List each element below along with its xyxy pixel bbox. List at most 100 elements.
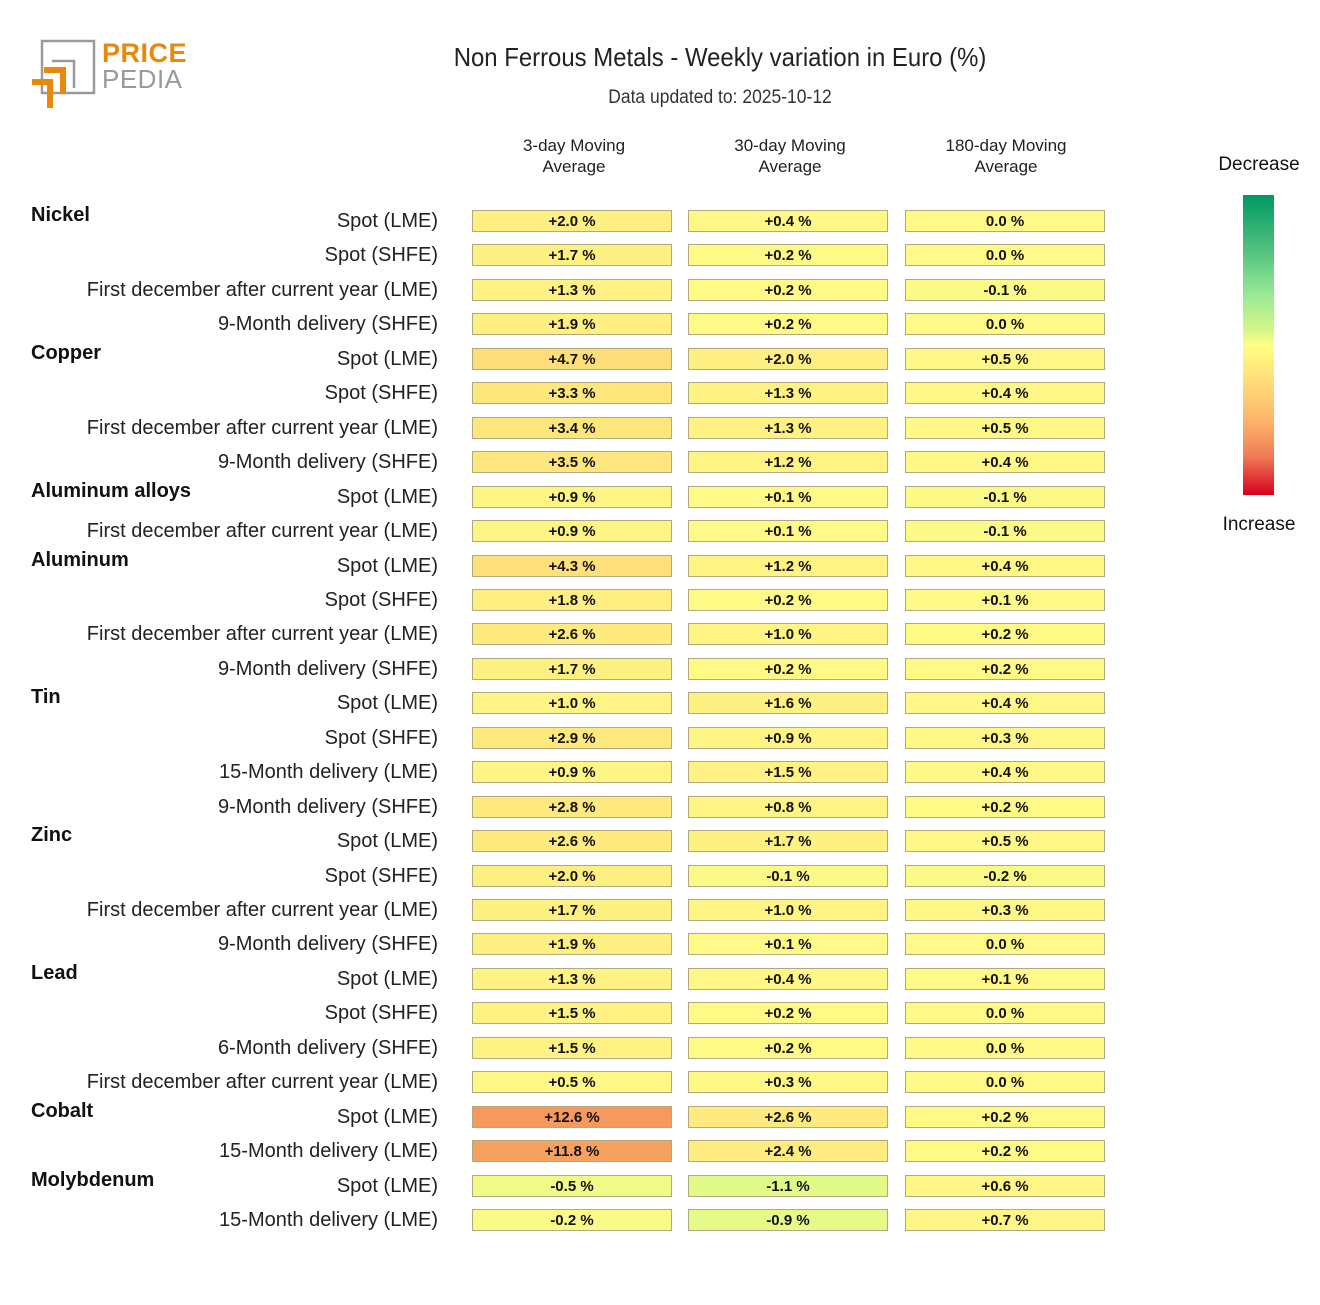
heatmap-cell: +0.4 % (905, 451, 1105, 474)
heatmap-cell: +1.8 % (472, 588, 672, 611)
logo-word-price: PRICE (102, 38, 188, 68)
heatmap-cell: +0.2 % (688, 244, 888, 267)
heatmap-cell: +0.5 % (472, 1071, 672, 1094)
heatmap-cell: +0.6 % (905, 1174, 1105, 1197)
heatmap-cell: +1.7 % (688, 830, 888, 853)
heatmap-cell: +0.2 % (905, 795, 1105, 818)
legend-decrease-label: Decrease (1218, 154, 1300, 175)
heatmap-cell: +2.6 % (688, 1105, 888, 1128)
heatmap-cell: +0.4 % (905, 692, 1105, 715)
group-label: Zinc (31, 824, 73, 847)
column-header-180day: 180-day Moving Average (905, 135, 1107, 177)
chart-title: Non Ferrous Metals - Weekly variation in… (453, 42, 987, 72)
chart-subtitle: Data updated to: 2025-10-12 (608, 87, 832, 108)
heatmap-cell: -0.2 % (472, 1209, 672, 1232)
heatmap-cell: +0.9 % (688, 726, 888, 749)
heatmap-cell: +3.5 % (472, 451, 672, 474)
heatmap-cell: 0.0 % (905, 933, 1105, 956)
heatmap-cell: 0.0 % (905, 313, 1105, 336)
column-header-line: 180-day Moving (945, 136, 1067, 155)
row-label: Spot (LME) (336, 554, 438, 577)
row-label: Spot (SHFE) (324, 244, 438, 267)
heatmap-cell: +0.2 % (688, 313, 888, 336)
heatmap-cell: +0.8 % (688, 795, 888, 818)
heatmap-cell: -0.9 % (688, 1209, 888, 1232)
heatmap-cell: +1.3 % (472, 278, 672, 301)
legend-increase-label: Increase (1222, 514, 1296, 535)
row-label: Spot (LME) (336, 485, 438, 508)
heatmap-cell: +0.2 % (905, 623, 1105, 646)
heatmap-cell: +2.6 % (472, 623, 672, 646)
logo-wordmark: PRICE PEDIA (102, 38, 188, 94)
heatmap-cell: +0.4 % (688, 210, 888, 232)
row-label: Spot (LME) (336, 210, 438, 232)
heatmap-cell: +2.0 % (688, 347, 888, 370)
heatmap-cell: +0.1 % (905, 588, 1105, 611)
heatmap-cell: +4.3 % (472, 554, 672, 577)
heatmap-cell: +0.1 % (688, 933, 888, 956)
group-label: Aluminum (31, 548, 129, 571)
heatmap-cell: +0.4 % (905, 554, 1105, 577)
logo-word-pedia: PEDIA (102, 64, 183, 94)
group-label: Aluminum alloys (31, 479, 192, 502)
row-label: First december after current year (LME) (86, 520, 438, 543)
row-label: First december after current year (LME) (86, 416, 438, 439)
row-label: 9-Month delivery (SHFE) (217, 933, 438, 956)
row-label: 9-Month delivery (SHFE) (217, 795, 438, 818)
heatmap-cell: 0.0 % (905, 1002, 1105, 1025)
group-label: Tin (31, 686, 61, 709)
heatmap-cell: 0.0 % (905, 1071, 1105, 1094)
heatmap-cell: +0.1 % (688, 485, 888, 508)
heatmap-cell: +1.0 % (472, 692, 672, 715)
heatmap-cell: +0.9 % (472, 485, 672, 508)
heatmap-cell: +2.6 % (472, 830, 672, 853)
row-label: Spot (LME) (336, 347, 438, 370)
heatmap-cell: +0.9 % (472, 761, 672, 784)
heatmap-cell: +2.9 % (472, 726, 672, 749)
heatmap-cell: +0.2 % (688, 1036, 888, 1059)
heatmap-cell: +0.2 % (688, 1002, 888, 1025)
heatmap-cell: +0.3 % (905, 726, 1105, 749)
heatmap-cell: +0.1 % (905, 967, 1105, 990)
heatmap-cell: +0.3 % (905, 899, 1105, 921)
heatmap-cell: +0.2 % (688, 278, 888, 301)
row-label: First december after current year (LME) (86, 899, 438, 921)
row-label: Spot (LME) (336, 1174, 438, 1197)
row-label: 9-Month delivery (SHFE) (217, 313, 438, 336)
row-label: Spot (SHFE) (324, 382, 438, 405)
row-label: 9-Month delivery (SHFE) (217, 451, 438, 474)
row-label: 15-Month delivery (LME) (219, 1140, 438, 1163)
heatmap-cell: +0.3 % (688, 1071, 888, 1094)
heatmap-cell: +12.6 % (472, 1105, 672, 1128)
group-label: Molybdenum (31, 1168, 155, 1191)
heatmap-cell: +1.2 % (688, 451, 888, 474)
row-label: 15-Month delivery (LME) (219, 1209, 438, 1232)
heatmap-cell: -0.1 % (905, 520, 1105, 543)
row-label: 15-Month delivery (LME) (219, 761, 438, 784)
heatmap-cell: +3.4 % (472, 416, 672, 439)
heatmap-cell: -0.2 % (905, 864, 1105, 887)
heatmap-cell: +1.5 % (688, 761, 888, 784)
heatmap-cell: +1.0 % (688, 899, 888, 921)
row-label: Spot (SHFE) (324, 864, 438, 887)
heatmap-cell: +1.9 % (472, 313, 672, 336)
heatmap-cell: +0.4 % (905, 382, 1105, 405)
row-label: Spot (SHFE) (324, 726, 438, 749)
heatmap-cell: +0.5 % (905, 347, 1105, 370)
column-header-line: 3-day Moving (522, 136, 626, 155)
column-header-30day: 30-day Moving Average (689, 135, 891, 177)
heatmap-cell: +0.1 % (688, 520, 888, 543)
row-label: 9-Month delivery (SHFE) (217, 657, 438, 680)
group-label: Lead (31, 961, 78, 984)
row-label: Spot (LME) (336, 830, 438, 853)
row-label: First december after current year (LME) (86, 623, 438, 646)
row-label: Spot (LME) (336, 692, 438, 715)
heatmap-cell: +0.4 % (905, 761, 1105, 784)
row-label: Spot (LME) (336, 967, 438, 990)
heatmap-cell: +0.2 % (905, 1140, 1105, 1163)
column-header-line: 30-day Moving (734, 136, 846, 155)
heatmap-cell: 0.0 % (905, 1036, 1105, 1059)
heatmap-cell: +0.2 % (688, 588, 888, 611)
row-label: First december after current year (LME) (86, 1071, 438, 1094)
heatmap-cell: +0.2 % (905, 1105, 1105, 1128)
